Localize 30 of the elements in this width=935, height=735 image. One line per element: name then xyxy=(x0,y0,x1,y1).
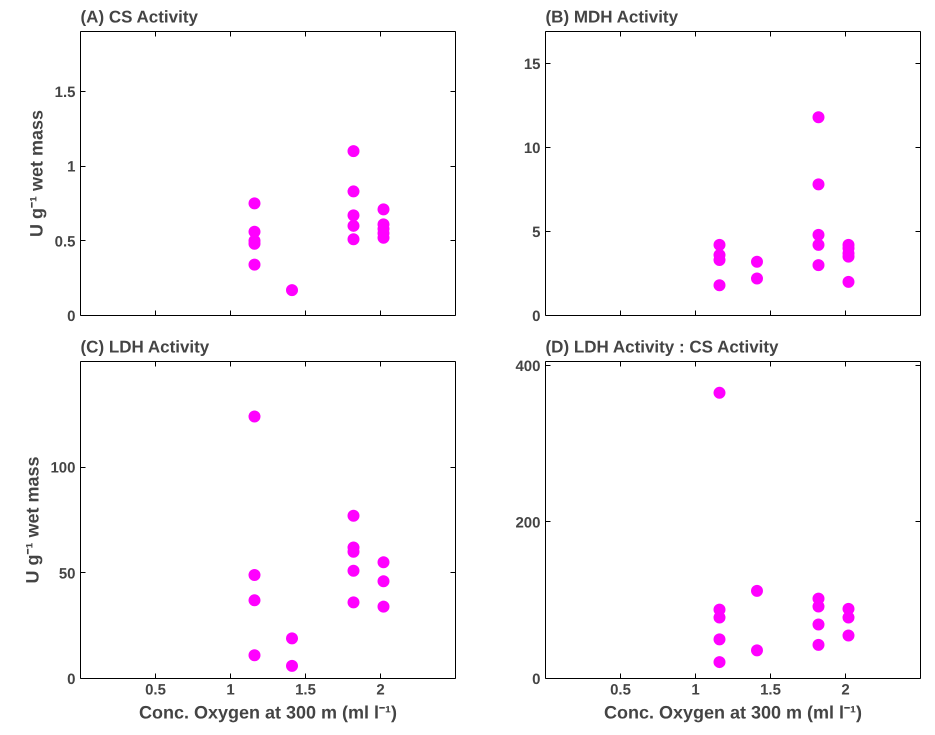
y-tick-label: 50 xyxy=(58,565,76,582)
y-axis-title: U g⁻¹ wet mass xyxy=(22,456,42,584)
chart-title: (A) CS Activity xyxy=(80,8,198,26)
chart-title: (C) LDH Activity xyxy=(80,338,210,356)
y-tick-label: 5 xyxy=(532,224,540,241)
y-tick-label: 400 xyxy=(515,358,541,375)
y-tick-label: 15 xyxy=(524,56,541,73)
y-tick-label: 0 xyxy=(67,671,76,688)
x-tick-label: 1 xyxy=(691,682,700,698)
y-tick-label: 10 xyxy=(524,140,541,157)
y-tick-label: 0 xyxy=(532,308,540,325)
y-tick-label: 1.5 xyxy=(54,84,76,101)
y-tick-label: 0 xyxy=(67,308,76,325)
x-axis-title: Conc. Oxygen at 300 m (ml l⁻¹) xyxy=(138,702,398,722)
y-axis-title: U g⁻¹ wet mass xyxy=(26,110,47,238)
x-tick-label: 0.5 xyxy=(145,682,166,698)
x-tick-label: 1.5 xyxy=(295,682,316,698)
x-tick-label: 2 xyxy=(376,682,385,698)
y-tick-label: 200 xyxy=(515,514,541,532)
x-tick-label: 1 xyxy=(226,682,235,698)
x-axis-title: Conc. Oxygen at 300 m (ml l⁻¹) xyxy=(604,702,862,722)
chart-title: (D) LDH Activity : CS Activity xyxy=(546,338,780,356)
y-tick-label: 0.5 xyxy=(54,233,76,250)
y-tick-label: 1 xyxy=(67,158,76,176)
x-tick-label: 1.5 xyxy=(760,682,781,698)
y-tick-label: 100 xyxy=(50,460,76,477)
chart-title: (B) MDH Activity xyxy=(546,8,679,26)
y-tick-label: 0 xyxy=(532,671,540,688)
x-tick-label: 2 xyxy=(841,682,850,698)
x-tick-label: 0.5 xyxy=(610,682,631,698)
